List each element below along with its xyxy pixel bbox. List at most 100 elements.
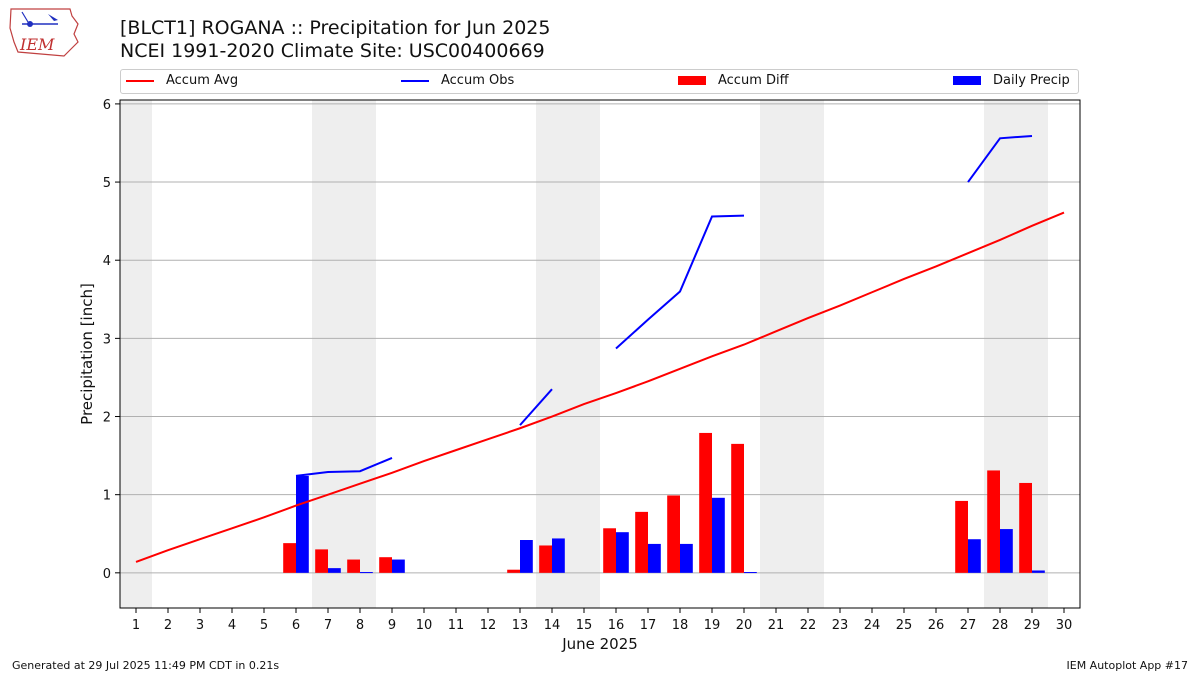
x-tick-label-12: 12 [480, 618, 497, 633]
bar-accum-diff-day-8 [347, 559, 360, 573]
chart-subtitle: NCEI 1991-2020 Climate Site: USC00400669 [120, 40, 545, 62]
x-tick-label-10: 10 [416, 618, 433, 633]
x-tick-label-3: 3 [196, 618, 204, 633]
legend-item-daily-precip: Daily Precip [953, 73, 1070, 88]
weekend-shade-day-21 [760, 100, 792, 608]
bar-accum-diff-day-19 [699, 432, 712, 573]
legend-swatch-accum-avg [126, 79, 154, 82]
legend-item-accum-avg: Accum Avg [126, 73, 238, 88]
x-tick-label-26: 26 [928, 618, 945, 633]
x-tick-label-7: 7 [324, 618, 332, 633]
x-axis-label: June 2025 [561, 635, 638, 653]
iem-logo: IEM [8, 6, 80, 58]
legend-label-accum-avg: Accum Avg [166, 73, 239, 88]
bar-daily-precip-day-8 [360, 572, 373, 574]
x-tick-label-22: 22 [800, 618, 817, 633]
line-accum-obs-segment-3 [615, 214, 745, 350]
bar-accum-diff-day-28 [987, 470, 1000, 573]
weekend-shade-day-14 [536, 100, 568, 608]
line-accum-obs-segment-2 [519, 388, 553, 426]
x-tick-label-15: 15 [576, 618, 593, 633]
bar-accum-diff-day-17 [635, 511, 648, 573]
bar-accum-diff-day-29 [1019, 482, 1032, 573]
x-tick-label-9: 9 [388, 618, 396, 633]
weekend-shade-day-1 [120, 100, 152, 608]
bar-daily-precip-day-29 [1032, 570, 1045, 573]
x-tick-label-2: 2 [164, 618, 172, 633]
x-tick-label-5: 5 [260, 618, 268, 633]
x-tick-label-23: 23 [832, 618, 849, 633]
y-tick-label-6: 6 [103, 98, 111, 113]
x-tick-label-1: 1 [132, 618, 140, 633]
line-accum-obs-segment-4 [967, 134, 1033, 183]
legend-label-accum-obs: Accum Obs [441, 73, 515, 88]
y-axis-label: Precipitation [inch] [78, 283, 96, 425]
x-tick-label-24: 24 [864, 618, 881, 633]
bar-accum-diff-day-9 [379, 557, 392, 573]
x-tick-label-20: 20 [736, 618, 753, 633]
x-tick-label-4: 4 [228, 618, 236, 633]
bar-daily-precip-day-7 [328, 568, 341, 573]
legend-swatch-accum-obs [401, 79, 429, 82]
x-tick-label-30: 30 [1056, 618, 1073, 633]
legend-swatch-daily-precip [953, 76, 981, 85]
legend-label-accum-diff: Accum Diff [718, 73, 789, 88]
weekend-shade-day-8 [344, 100, 376, 608]
line-accum-avg [135, 211, 1065, 563]
x-tick-label-17: 17 [640, 618, 657, 633]
y-tick-label-5: 5 [103, 176, 111, 191]
bar-accum-diff-day-20 [731, 443, 744, 573]
legend-item-accum-obs: Accum Obs [401, 73, 514, 88]
bar-daily-precip-day-9 [392, 559, 405, 573]
legend-swatch-accum-diff [678, 76, 706, 85]
weekend-shade-day-22 [792, 100, 824, 608]
y-tick-label-2: 2 [103, 411, 111, 426]
chart-legend: Accum Avg Accum Obs Accum Diff Daily Pre… [120, 69, 1079, 94]
bar-daily-precip-day-16 [616, 532, 629, 573]
x-tick-label-25: 25 [896, 618, 913, 633]
plot-frame [119, 99, 1081, 609]
x-tick-label-28: 28 [992, 618, 1009, 633]
y-tick-label-1: 1 [103, 489, 111, 504]
bar-daily-precip-day-19 [712, 497, 725, 573]
bar-daily-precip-day-17 [648, 543, 661, 573]
x-tick-label-11: 11 [448, 618, 465, 633]
footer-app-id: IEM Autoplot App #17 [1066, 659, 1189, 672]
bar-accum-diff-day-27 [955, 500, 968, 573]
footer-generated: Generated at 29 Jul 2025 11:49 PM CDT in… [12, 659, 280, 672]
x-tick-label-21: 21 [768, 618, 785, 633]
x-tick-label-19: 19 [704, 618, 721, 633]
x-tick-label-14: 14 [544, 618, 561, 633]
bar-daily-precip-day-20 [744, 572, 757, 574]
weekend-shade-day-7 [312, 100, 344, 608]
bar-accum-diff-day-13 [507, 569, 520, 573]
y-tick-label-3: 3 [103, 332, 111, 347]
bar-accum-diff-day-18 [667, 495, 680, 573]
x-tick-label-8: 8 [356, 618, 364, 633]
chart-title: [BLCT1] ROGANA :: Precipitation for Jun … [120, 17, 551, 39]
x-tick-label-13: 13 [512, 618, 529, 633]
bar-daily-precip-day-27 [968, 539, 981, 573]
bar-accum-diff-day-14 [539, 545, 552, 573]
bar-accum-diff-day-7 [315, 549, 328, 573]
bar-accum-diff-day-6 [283, 543, 296, 573]
weekend-shade-day-15 [568, 100, 600, 608]
x-tick-label-29: 29 [1024, 618, 1041, 633]
y-tick-label-4: 4 [103, 254, 111, 269]
bar-daily-precip-day-14 [552, 538, 565, 573]
x-tick-label-18: 18 [672, 618, 689, 633]
x-tick-label-16: 16 [608, 618, 625, 633]
bar-accum-diff-day-16 [603, 528, 616, 573]
line-accum-obs-segment-1 [295, 457, 393, 477]
x-tick-label-6: 6 [292, 618, 300, 633]
bar-daily-precip-day-6 [296, 475, 309, 573]
bar-daily-precip-day-28 [1000, 529, 1013, 573]
x-tick-label-27: 27 [960, 618, 977, 633]
legend-label-daily-precip: Daily Precip [993, 73, 1070, 88]
bar-daily-precip-day-13 [520, 540, 533, 573]
legend-item-accum-diff: Accum Diff [678, 73, 789, 88]
svg-text:IEM: IEM [19, 35, 55, 54]
y-tick-label-0: 0 [103, 567, 111, 582]
bar-daily-precip-day-18 [680, 543, 693, 573]
